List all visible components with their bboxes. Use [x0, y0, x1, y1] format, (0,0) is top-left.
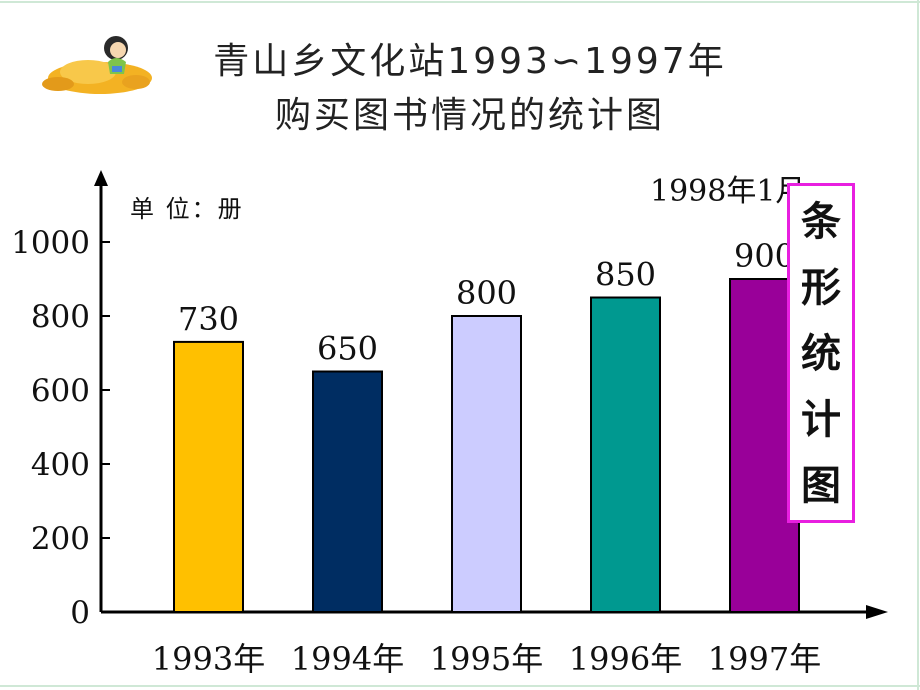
- side-label-box: 条 形 统 计 图: [787, 183, 855, 523]
- y-tick-label: 400: [31, 447, 90, 483]
- x-tick-label: 1997年: [708, 640, 821, 678]
- date-note: 1998年1月: [650, 174, 806, 209]
- x-tick-label: 1996年: [569, 640, 682, 678]
- side-label-char: 计: [801, 397, 841, 443]
- bar-value-label: 900: [734, 237, 795, 275]
- side-label-char: 形: [801, 265, 841, 311]
- side-label-char: 统: [801, 331, 841, 377]
- x-tick-label: 1994年: [291, 640, 404, 678]
- bar: [312, 370, 383, 613]
- bar: [590, 296, 661, 613]
- side-label-char: 图: [801, 463, 841, 509]
- bar-value-label: 730: [178, 300, 239, 338]
- slide-border-bottom: [0, 685, 920, 687]
- slide-border-right: [917, 0, 919, 690]
- chart-title-line-2: 购买图书情况的统计图: [274, 95, 665, 136]
- bar-value-label: 850: [595, 256, 656, 294]
- y-tick-label: 600: [31, 373, 90, 409]
- bar-value-label: 650: [317, 330, 378, 368]
- side-label-char: 条: [801, 199, 841, 245]
- y-tick-label: 200: [31, 521, 90, 557]
- y-tick-label: 1000: [11, 225, 90, 261]
- x-tick-label: 1993年: [152, 640, 265, 678]
- y-axis-arrow: [94, 170, 108, 186]
- x-tick-label: 1995年: [430, 640, 543, 678]
- slide-border-top: [0, 1, 920, 3]
- y-tick-label: 800: [31, 299, 90, 335]
- unit-label: 单 位：册: [130, 195, 244, 223]
- chart-title-line-1: 青山乡文化站1993∽1997年: [213, 41, 727, 82]
- bar: [173, 340, 244, 613]
- bar: [451, 315, 522, 613]
- y-tick-label: 0: [70, 595, 90, 631]
- x-axis-arrow: [866, 605, 888, 619]
- girl-on-cloud-icon: [42, 36, 152, 94]
- bar-value-label: 800: [456, 274, 517, 312]
